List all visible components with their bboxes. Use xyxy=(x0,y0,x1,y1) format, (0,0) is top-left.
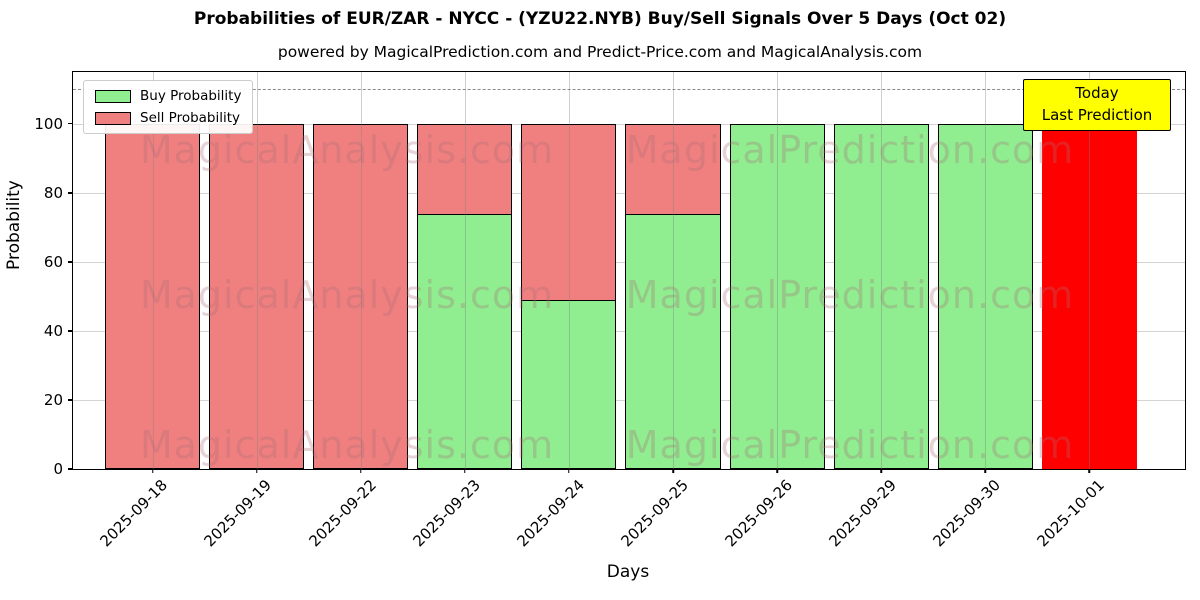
x-tick-mark xyxy=(984,469,987,473)
today-annotation: Today Last Prediction xyxy=(1023,79,1171,131)
y-tick-label: 0 xyxy=(53,460,63,478)
sell-segment xyxy=(417,123,513,214)
bar-2025-10-01: 2025-10-01 xyxy=(1034,72,1137,550)
bar-2025-09-22: 2025-09-22 xyxy=(305,72,409,550)
x-tick-label: 2025-09-19 xyxy=(200,476,276,551)
sell-segment xyxy=(313,123,409,469)
y-tick-mark xyxy=(68,330,73,332)
bar-2025-09-25: 2025-09-25 xyxy=(617,72,721,550)
legend-sell-label: Sell Probability xyxy=(140,110,241,126)
buy-segment xyxy=(625,213,721,469)
x-tick-mark xyxy=(151,469,154,473)
x-tick-label: 2025-09-29 xyxy=(825,476,900,551)
x-tick-mark xyxy=(568,469,570,473)
legend-item-sell: Sell Probability xyxy=(95,110,241,126)
x-tick-mark xyxy=(672,469,674,473)
x-tick-label: 2025-09-23 xyxy=(409,476,484,551)
buy-segment xyxy=(417,213,513,469)
dashed-threshold-line xyxy=(73,89,1185,91)
bar-2025-09-29: 2025-09-29 xyxy=(826,72,929,550)
y-tick-label: 100 xyxy=(34,114,63,133)
today-annotation-line1: Today xyxy=(1075,84,1119,103)
y-tick-label: 80 xyxy=(43,183,63,202)
sell-segment xyxy=(625,123,721,214)
x-axis-title: Days xyxy=(606,562,650,582)
x-tick-label: 2025-09-25 xyxy=(617,476,692,551)
x-tick-mark xyxy=(776,469,778,473)
x-tick-label: 2025-09-30 xyxy=(929,476,1005,551)
y-tick-label: 60 xyxy=(43,252,63,271)
buy-segment xyxy=(937,123,1033,469)
sell-segment xyxy=(105,123,201,469)
buy-segment xyxy=(521,299,617,469)
bar-2025-09-19: 2025-09-19 xyxy=(201,72,305,550)
buy-swatch-icon xyxy=(95,89,131,103)
y-tick-label: 40 xyxy=(43,321,63,340)
y-axis-title: Probability xyxy=(4,180,24,270)
bar-2025-09-23: 2025-09-23 xyxy=(409,72,513,550)
x-tick-mark xyxy=(255,469,258,473)
y-tick-mark xyxy=(68,261,73,263)
x-tick-label: 2025-09-18 xyxy=(96,476,172,551)
chart-subtitle: powered by MagicalPrediction.com and Pre… xyxy=(277,43,923,61)
x-tick-mark xyxy=(464,469,466,473)
legend-buy-label: Buy Probability xyxy=(140,88,242,104)
x-tick-label: 2025-10-01 xyxy=(1033,476,1109,551)
buy-segment xyxy=(833,123,929,469)
y-tick-mark xyxy=(68,399,73,401)
today-bar-segment xyxy=(1041,123,1137,469)
bar-2025-09-30: 2025-09-30 xyxy=(930,72,1033,550)
x-tick-label: 2025-09-26 xyxy=(721,476,796,551)
y-tick-mark xyxy=(68,123,73,125)
x-tick-label: 2025-09-22 xyxy=(305,476,380,551)
legend-item-buy: Buy Probability xyxy=(95,88,241,104)
y-tick-mark xyxy=(68,192,73,194)
x-tick-mark xyxy=(1088,469,1091,473)
sell-segment xyxy=(209,123,305,469)
chart-title: Probabilities of EUR/ZAR - NYCC - (YZU22… xyxy=(193,9,1007,29)
bar-2025-09-24: 2025-09-24 xyxy=(513,72,617,550)
today-annotation-line2: Last Prediction xyxy=(1041,106,1153,124)
x-tick-mark xyxy=(880,469,882,473)
y-tick-mark xyxy=(68,468,73,470)
x-tick-mark xyxy=(359,469,362,473)
sell-segment xyxy=(521,123,617,300)
bar-2025-09-26: 2025-09-26 xyxy=(721,72,825,550)
legend: Buy Probability Sell Probability xyxy=(83,80,254,134)
y-tick-label: 20 xyxy=(43,390,63,409)
buy-segment xyxy=(729,123,825,469)
sell-swatch-icon xyxy=(95,111,131,125)
plot-area: 2025-09-18 2025-09-19 2025-09-22 2025-09-23… xyxy=(34,71,1186,550)
x-tick-label: 2025-09-24 xyxy=(513,476,588,551)
bars-container: 2025-09-18 2025-09-19 2025-09-22 2025-09-23… xyxy=(73,72,1185,550)
